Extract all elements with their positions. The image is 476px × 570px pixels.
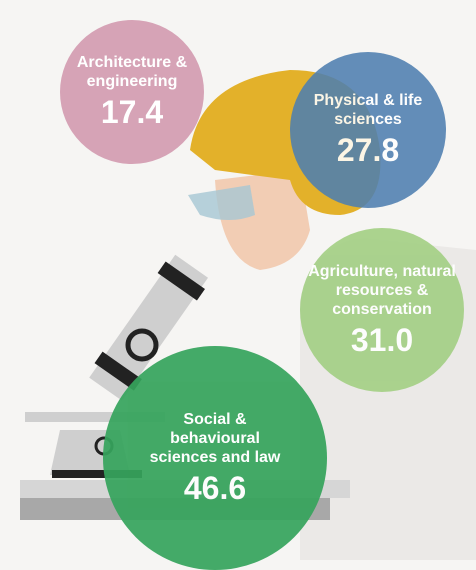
goggles (188, 185, 255, 220)
bubble-label: Social & behavioural sciences and law (149, 410, 281, 466)
bubble-value: 46.6 (183, 469, 247, 506)
foot (52, 470, 142, 478)
bubble-value: 27.8 (336, 132, 400, 168)
bubble-value: 31.0 (350, 321, 414, 358)
bubble: Agriculture, natural resources & conserv… (300, 228, 464, 392)
stage (25, 412, 165, 422)
bubble: Physical & life sciences 27.8 (290, 52, 446, 208)
bubble: Social & behavioural sciences and law 46.… (103, 346, 327, 570)
bubble-label: Physical & life sciences (313, 92, 423, 128)
bubble-label: Agriculture, natural resources & conserv… (308, 262, 456, 318)
bubble-label: Architecture & engineering (76, 54, 188, 90)
knob (125, 328, 159, 362)
bubble-value: 17.4 (100, 94, 164, 130)
bubble: Architecture & engineering 17.4 (60, 20, 204, 164)
microscope-arm (89, 254, 209, 401)
